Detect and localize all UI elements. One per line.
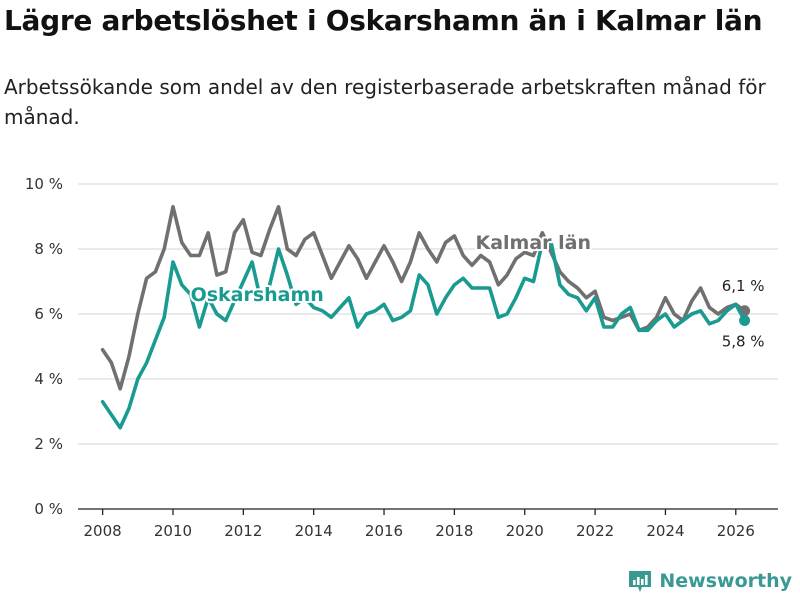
series-lines: [100, 205, 751, 430]
chart-subtitle: Arbetssökande som andel av den registerb…: [4, 75, 766, 129]
x-tick-label: 2010: [154, 522, 192, 540]
y-tick-label: 2 %: [34, 435, 63, 453]
y-axis-ticks: 0 % 2 % 4 % 6 % 8 % 10 %: [25, 175, 63, 518]
y-tick-label: 6 %: [34, 305, 63, 323]
x-tick-label: 2008: [84, 522, 122, 540]
y-tick-label: 8 %: [34, 240, 63, 258]
y-tick-label: 10 %: [25, 175, 63, 193]
chart-title: Lägre arbetslöshet i Oskarshamn än i Kal…: [4, 4, 763, 37]
y-tick-label: 4 %: [34, 370, 63, 388]
series-line-oskarshamn: [100, 240, 747, 430]
kalmar-end-value-label: 6,1 %: [722, 277, 765, 295]
oskarshamn-end-value-label: 5,8 %: [722, 333, 765, 351]
y-tick-label: 0 %: [34, 500, 63, 518]
series-labels: Kalmar län Oskarshamn 6,1 % 5,8 %: [189, 230, 767, 353]
x-axis: 2008 2010 2012 2014 2016 2018 2020 2022 2024 2026: [78, 508, 778, 540]
x-tick-label: 2024: [646, 522, 684, 540]
brand-name: Newsworthy: [659, 570, 792, 592]
kalmar-series-label: Kalmar län: [475, 232, 591, 254]
end-point-marker: [739, 315, 751, 326]
oskarshamn-series-label: Oskarshamn: [191, 284, 324, 306]
newsworthy-logo-icon: [629, 571, 652, 592]
x-tick-label: 2012: [224, 522, 262, 540]
x-tick-label: 2014: [295, 522, 333, 540]
x-tick-label: 2022: [576, 522, 614, 540]
x-tick-label: 2026: [717, 522, 755, 540]
x-tick-label: 2020: [506, 522, 544, 540]
brand: Newsworthy: [627, 568, 792, 594]
x-tick-label: 2018: [435, 522, 473, 540]
x-tick-label: 2016: [365, 522, 403, 540]
